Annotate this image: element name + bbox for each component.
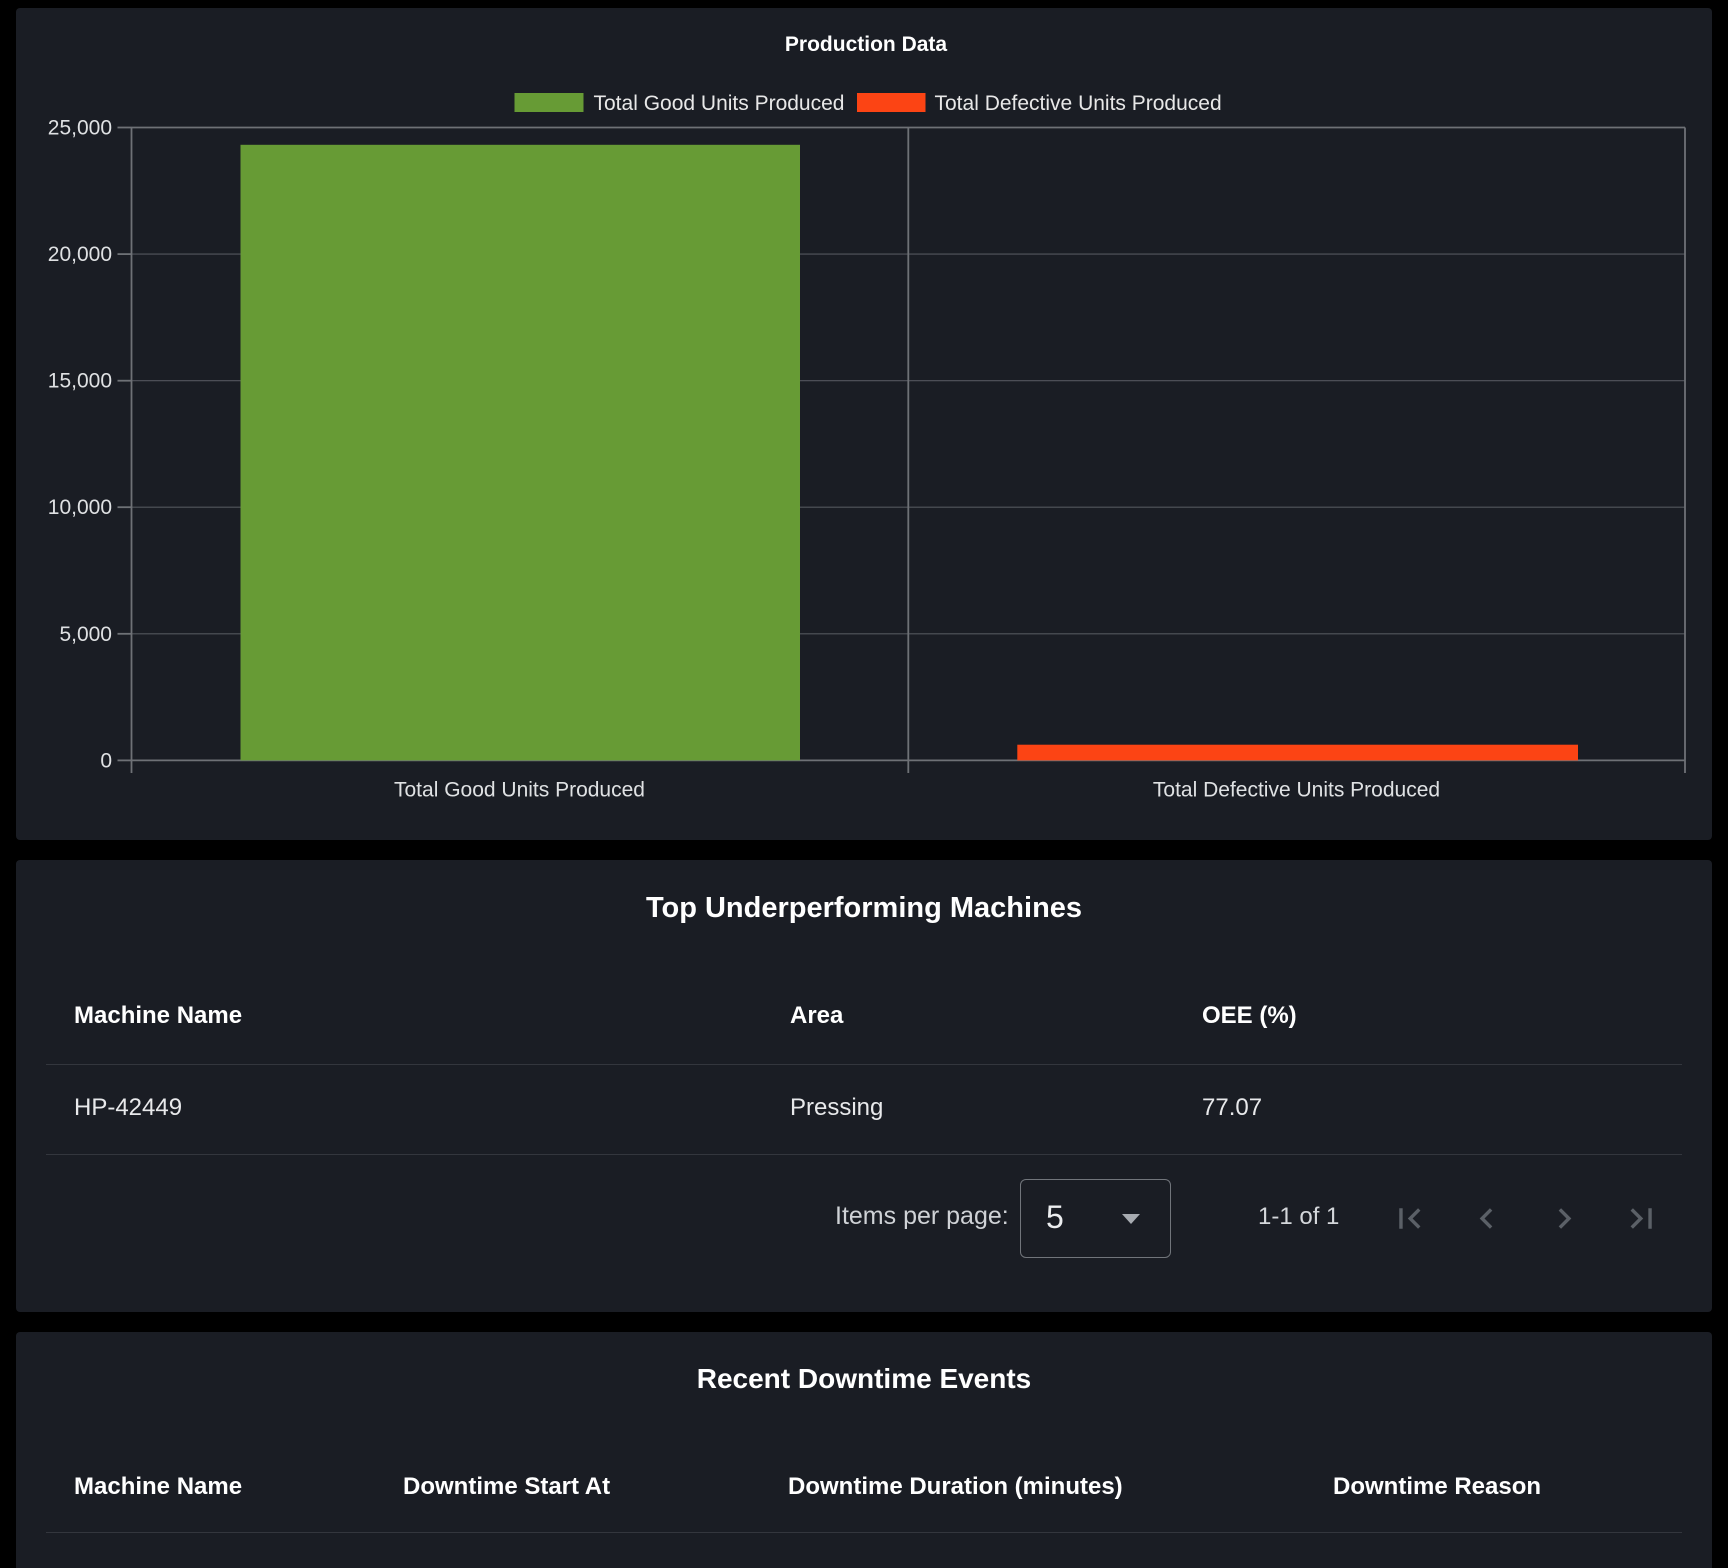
svg-text:Total Defective Units Produced: Total Defective Units Produced [1153,779,1440,802]
svg-text:Total Defective Units Produced: Total Defective Units Produced [935,92,1222,115]
svg-text:20,000: 20,000 [48,243,112,266]
svg-text:0: 0 [100,749,112,772]
svg-text:Total Good Units Produced: Total Good Units Produced [394,779,645,802]
svg-text:25,000: 25,000 [48,117,112,140]
svg-text:Total Good Units Produced: Total Good Units Produced [594,92,845,115]
svg-text:5,000: 5,000 [59,623,112,646]
svg-text:15,000: 15,000 [48,370,112,393]
svg-text:Production Data: Production Data [785,33,947,56]
svg-text:10,000: 10,000 [48,496,112,519]
